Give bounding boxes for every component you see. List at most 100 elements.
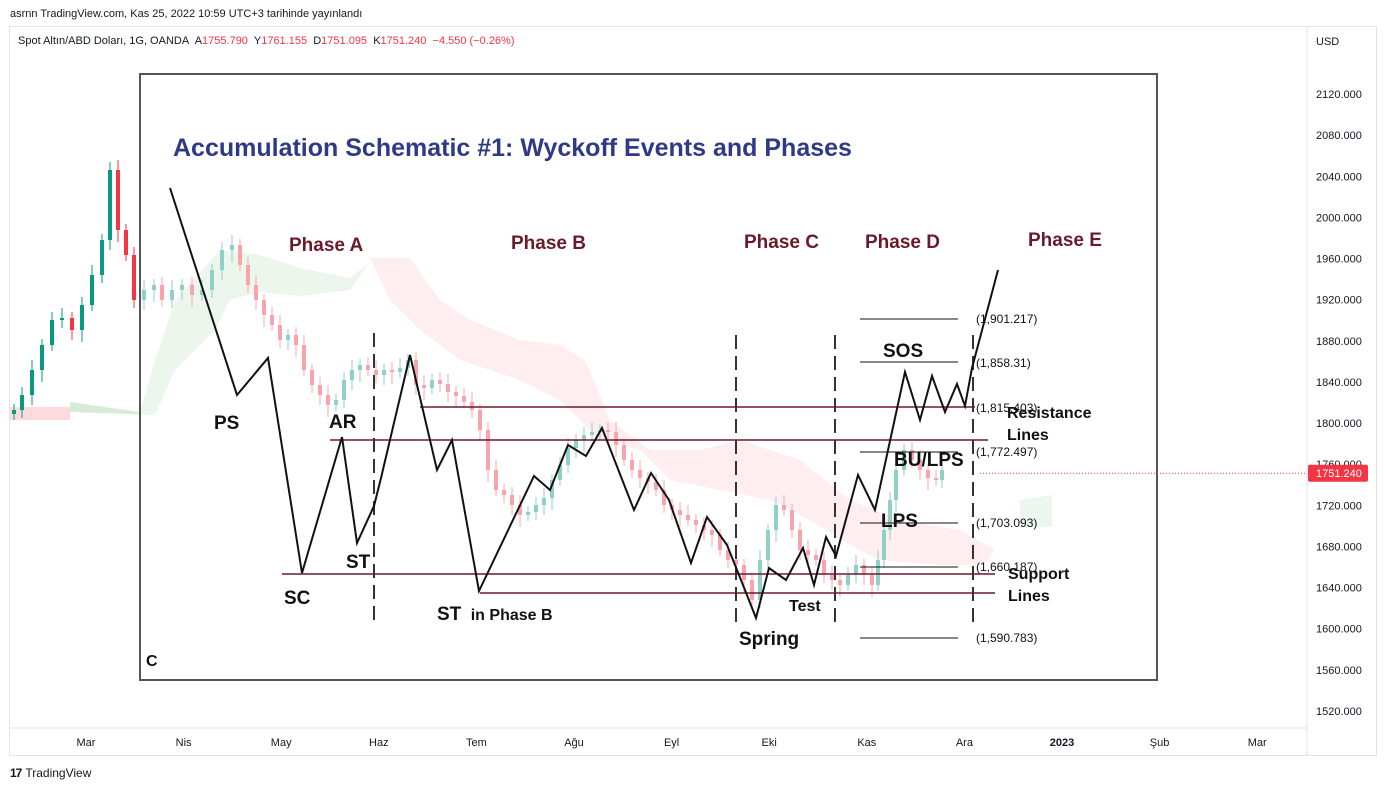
close-label: K <box>373 35 381 47</box>
support-lines-label: Lines <box>1008 588 1050 605</box>
candle <box>90 265 94 311</box>
phase-b-label: Phase B <box>511 233 586 254</box>
candle <box>70 312 74 340</box>
time-tick-label: Eki <box>762 737 777 749</box>
time-axis[interactable]: Mar Nis May Haz Tem Ağu Eyl Eki Kas Ara 2023 Şub Mar <box>77 737 1267 749</box>
level-3: (1,815.403) <box>976 401 1037 415</box>
price-tick-label: 1680.000 <box>1316 541 1362 553</box>
phase-e-label: Phase E <box>1028 230 1102 251</box>
price-tick-label: 1720.000 <box>1316 500 1362 512</box>
footer[interactable]: 17 TradingView <box>10 766 91 780</box>
candle <box>40 339 44 382</box>
price-tick-label: 1560.000 <box>1316 665 1362 677</box>
price-tick-label: 1640.000 <box>1316 583 1362 595</box>
price-tick-label: 1840.000 <box>1316 377 1362 389</box>
candle <box>30 360 34 405</box>
candle <box>12 404 16 420</box>
high-label: Y <box>253 35 262 47</box>
phase-c-label: Phase C <box>744 232 819 253</box>
cloud-bear-1 <box>10 407 70 420</box>
level-2: (1,858.31) <box>976 356 1031 370</box>
low-label: D <box>313 35 322 47</box>
test-label: Test <box>789 598 821 615</box>
currency-label: USD <box>1316 36 1339 48</box>
price-tick-label: 1960.000 <box>1316 254 1362 266</box>
sc-label: SC <box>284 588 311 609</box>
level-4: (1,772.497) <box>976 445 1037 459</box>
symbol-legend[interactable]: Spot Altın/ABD Doları, 1G, OANDA A1755.7… <box>18 35 515 47</box>
price-tick-label: 1880.000 <box>1316 336 1362 348</box>
time-tick-label: Tem <box>466 737 487 749</box>
open-value: 1755.790 <box>202 35 248 47</box>
symbol-name[interactable]: Spot Altın/ABD Doları, 1G, OANDA <box>18 35 190 47</box>
time-tick-label: Mar <box>77 737 96 749</box>
bu-lps-label: BU/LPS <box>894 450 964 471</box>
schematic-price-path <box>169 187 999 622</box>
price-tick-label: 2040.000 <box>1316 171 1362 183</box>
st-label: ST <box>346 552 371 573</box>
st-phase-b-main: ST <box>437 604 462 625</box>
price-tick-label: 1920.000 <box>1316 295 1362 307</box>
level-1: (1,901.217) <box>976 312 1037 326</box>
low-value: 1751.095 <box>321 35 368 47</box>
brand-name[interactable]: TradingView <box>25 766 92 780</box>
level-6: (1,660.187) <box>976 560 1037 574</box>
phase-dividers <box>373 333 974 625</box>
last-price-marker: 1751.240 <box>980 464 1368 482</box>
last-price-value: 1751.240 <box>1316 468 1362 480</box>
ps-label: PS <box>214 413 239 434</box>
last-price-badge <box>1308 464 1368 482</box>
time-tick-label: Mar <box>1248 737 1267 749</box>
price-axis[interactable]: 2120.000 2080.000 2040.000 2000.000 1960.000… <box>1316 89 1362 718</box>
sos-label: SOS <box>883 341 923 362</box>
candle <box>20 387 24 418</box>
candle <box>60 308 64 328</box>
phase-d-label: Phase D <box>865 232 940 253</box>
close-value: 1751.240 <box>380 35 427 47</box>
time-tick-label: May <box>271 737 292 749</box>
candle <box>132 247 136 308</box>
st-phase-b-label: ST in Phase B <box>437 604 553 625</box>
time-tick-label: Ağu <box>564 737 584 749</box>
level-5: (1,703.093) <box>976 516 1037 530</box>
candle <box>116 160 120 242</box>
candle <box>80 297 84 342</box>
overlay-border <box>139 73 1158 681</box>
tradingview-logo-icon[interactable]: 17 <box>10 766 22 780</box>
candle <box>50 312 54 351</box>
time-tick-label: Nis <box>176 737 192 749</box>
ar-label: AR <box>329 412 357 433</box>
publication-info: asrnn TradingView.com, Kas 25, 2022 10:5… <box>10 8 363 20</box>
change-value: −4.550 (−0.26%) <box>432 35 515 47</box>
chart-frame[interactable] <box>9 26 1377 756</box>
candle <box>100 234 104 283</box>
candle <box>124 224 128 261</box>
time-tick-label: Eyl <box>664 737 679 749</box>
price-tick-label: 1600.000 <box>1316 624 1362 636</box>
price-tick-label: 2000.000 <box>1316 212 1362 224</box>
level-7: (1,590.783) <box>976 631 1037 645</box>
time-tick-label: Haz <box>369 737 389 749</box>
overlay-title: Accumulation Schematic #1: Wyckoff Event… <box>173 134 852 162</box>
resistance-support-lines <box>282 406 995 594</box>
time-tick-label: 2023 <box>1050 737 1074 749</box>
candle <box>108 162 112 250</box>
spring-label: Spring <box>739 629 799 650</box>
phase-a-label: Phase A <box>289 235 364 256</box>
high-value: 1761.155 <box>261 35 308 47</box>
stray-letter: C <box>146 653 158 670</box>
st-phase-b-suffix: in Phase B <box>471 607 553 624</box>
resistance-label: Resistance <box>1007 405 1092 422</box>
time-tick-label: Ara <box>956 737 974 749</box>
price-tick-label: 2080.000 <box>1316 130 1362 142</box>
support-label: Support <box>1008 566 1070 583</box>
price-tick-label: 1800.000 <box>1316 418 1362 430</box>
time-tick-label: Şub <box>1150 737 1170 749</box>
resistance-lines-label: Lines <box>1007 427 1049 444</box>
open-label: A <box>194 35 203 47</box>
time-tick-label: Kas <box>857 737 876 749</box>
price-tick-label: 1520.000 <box>1316 706 1362 718</box>
wyckoff-overlay: Accumulation Schematic #1: Wyckoff Event… <box>139 73 1158 681</box>
lps-label: LPS <box>881 511 918 532</box>
